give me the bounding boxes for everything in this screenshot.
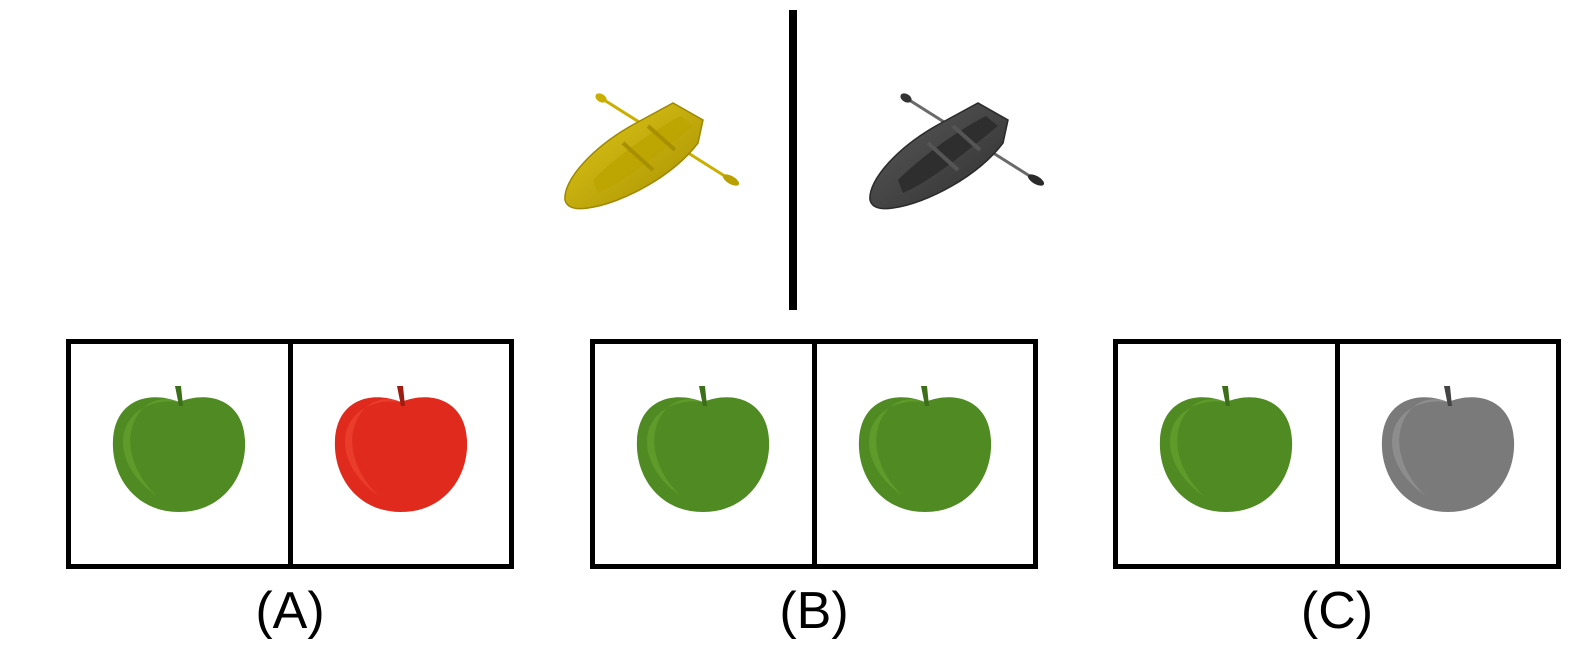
option-a-left-cell — [71, 344, 288, 564]
option-b-label: (B) — [779, 582, 849, 640]
green-apple-icon — [858, 386, 992, 512]
green-apple-icon — [112, 386, 246, 512]
option-b-separator — [812, 344, 817, 564]
option-a-separator — [288, 344, 293, 564]
option-c-panel[interactable] — [1113, 339, 1561, 569]
prompt-divider — [789, 10, 797, 310]
gray-apple-icon — [1381, 386, 1515, 512]
option-a-label: (A) — [255, 582, 325, 640]
option-b-right-cell — [817, 344, 1033, 564]
option-b-left-cell — [595, 344, 812, 564]
option-c-right-cell — [1340, 344, 1556, 564]
yellow-rowboat-icon — [553, 88, 753, 228]
option-a-right-cell — [293, 344, 509, 564]
green-apple-icon — [636, 386, 770, 512]
option-c-left-cell — [1118, 344, 1335, 564]
gray-rowboat-icon — [858, 88, 1058, 228]
option-b-panel[interactable] — [590, 339, 1038, 569]
option-c-label: (C) — [1300, 582, 1374, 640]
option-a-panel[interactable] — [66, 339, 514, 569]
red-apple-icon — [334, 386, 468, 512]
green-apple-icon — [1159, 386, 1293, 512]
option-c-separator — [1335, 344, 1340, 564]
